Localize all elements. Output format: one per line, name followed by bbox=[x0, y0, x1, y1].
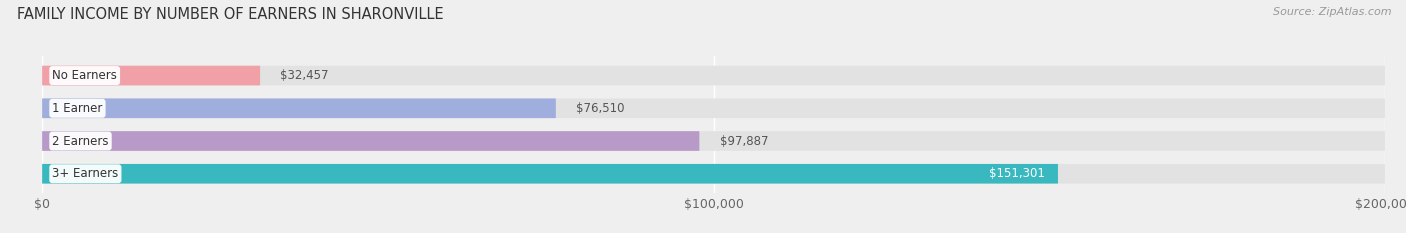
Text: No Earners: No Earners bbox=[52, 69, 117, 82]
FancyBboxPatch shape bbox=[42, 164, 1385, 184]
Text: $97,887: $97,887 bbox=[720, 134, 768, 147]
FancyBboxPatch shape bbox=[42, 66, 260, 85]
Text: $151,301: $151,301 bbox=[988, 167, 1045, 180]
FancyBboxPatch shape bbox=[42, 66, 1385, 85]
Text: $32,457: $32,457 bbox=[280, 69, 329, 82]
FancyBboxPatch shape bbox=[42, 99, 1385, 118]
Text: $76,510: $76,510 bbox=[576, 102, 624, 115]
Text: 2 Earners: 2 Earners bbox=[52, 134, 108, 147]
Text: FAMILY INCOME BY NUMBER OF EARNERS IN SHARONVILLE: FAMILY INCOME BY NUMBER OF EARNERS IN SH… bbox=[17, 7, 443, 22]
FancyBboxPatch shape bbox=[42, 131, 1385, 151]
FancyBboxPatch shape bbox=[42, 164, 1057, 184]
Text: 1 Earner: 1 Earner bbox=[52, 102, 103, 115]
Text: 3+ Earners: 3+ Earners bbox=[52, 167, 118, 180]
FancyBboxPatch shape bbox=[42, 131, 699, 151]
Text: Source: ZipAtlas.com: Source: ZipAtlas.com bbox=[1274, 7, 1392, 17]
FancyBboxPatch shape bbox=[42, 99, 555, 118]
